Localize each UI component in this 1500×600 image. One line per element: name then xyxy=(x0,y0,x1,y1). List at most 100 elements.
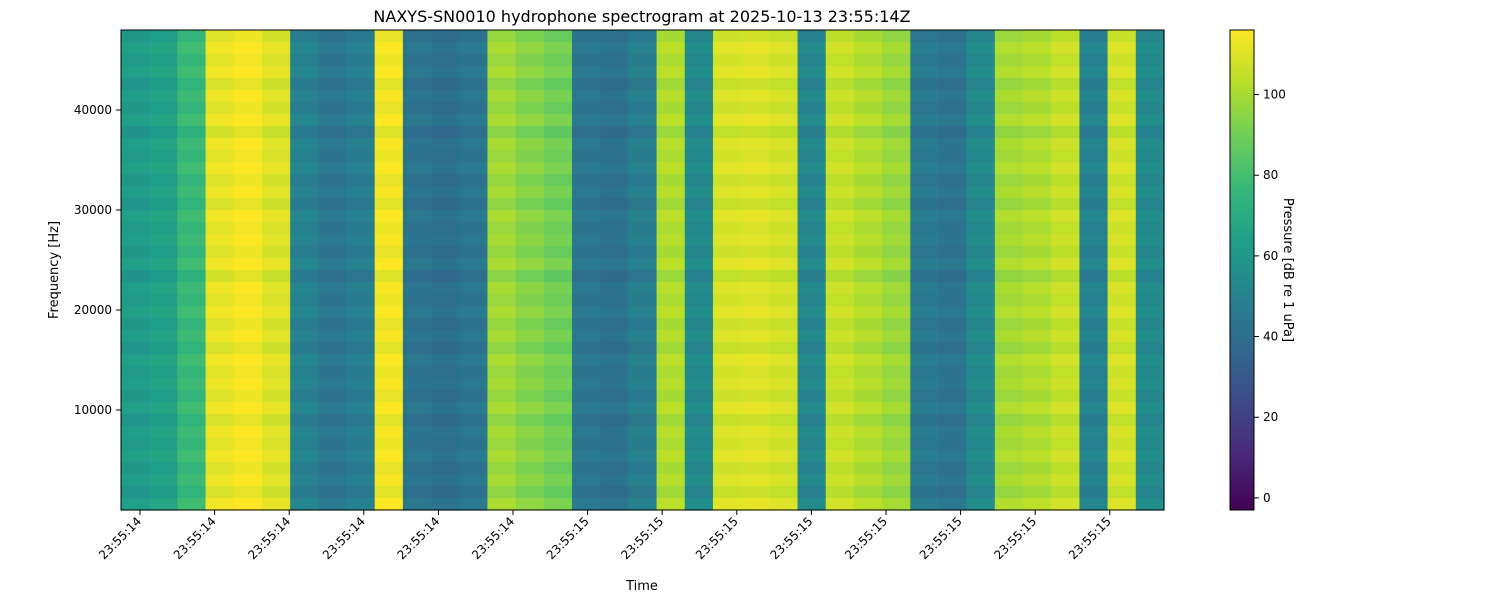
heatmap-cell xyxy=(628,486,658,499)
heatmap-cell xyxy=(487,258,517,271)
heatmap-cell xyxy=(882,150,911,163)
heatmap-cell xyxy=(994,270,1024,283)
heatmap-cell xyxy=(431,234,460,247)
heatmap-cell xyxy=(572,150,601,163)
heatmap-cell xyxy=(966,414,996,427)
heatmap-cell xyxy=(149,498,178,511)
heatmap-cell xyxy=(431,258,460,271)
heatmap-cell xyxy=(910,294,940,307)
heatmap-cell xyxy=(741,354,770,367)
heatmap-cell xyxy=(600,294,630,307)
heatmap-cell xyxy=(910,378,940,391)
heatmap-cell xyxy=(966,462,996,475)
heatmap-cell xyxy=(712,30,742,43)
heatmap-cell xyxy=(882,414,911,427)
heatmap-cell xyxy=(797,78,827,91)
heatmap-cell xyxy=(1023,54,1052,67)
heatmap-cell xyxy=(374,78,404,91)
heatmap-cell xyxy=(459,90,489,103)
heatmap-cell xyxy=(853,342,883,355)
heatmap-cell xyxy=(966,198,996,211)
heatmap-cell xyxy=(543,378,573,391)
heatmap-cell xyxy=(910,318,940,331)
heatmap-cell xyxy=(177,306,207,319)
heatmap-cell xyxy=(1079,246,1109,259)
heatmap-cell xyxy=(628,66,658,79)
heatmap-cell xyxy=(684,198,714,211)
heatmap-cell xyxy=(1079,414,1109,427)
heatmap-cell xyxy=(121,402,150,415)
heatmap-cell xyxy=(459,462,489,475)
heatmap-cell xyxy=(374,258,404,271)
heatmap-cell xyxy=(910,462,940,475)
heatmap-cell xyxy=(543,366,573,379)
x-tick-label: 23:55:15 xyxy=(693,514,741,562)
heatmap-cell xyxy=(177,390,207,403)
heatmap-cell xyxy=(712,354,742,367)
heatmap-cell xyxy=(205,342,235,355)
heatmap-cell xyxy=(149,126,178,139)
heatmap-cell xyxy=(121,426,150,439)
heatmap-cell xyxy=(853,210,883,223)
heatmap-cell xyxy=(374,426,404,439)
heatmap-cell xyxy=(712,342,742,355)
heatmap-cell xyxy=(1079,210,1109,223)
heatmap-cell xyxy=(402,438,432,451)
heatmap-cell xyxy=(515,186,545,199)
heatmap-cell xyxy=(1079,462,1109,475)
heatmap-cell xyxy=(205,114,235,127)
heatmap-cell xyxy=(374,378,404,391)
heatmap-cell xyxy=(769,318,799,331)
heatmap-cell xyxy=(853,462,883,475)
heatmap-cell xyxy=(205,330,235,343)
heatmap-cell xyxy=(1051,186,1081,199)
heatmap-cell xyxy=(600,90,630,103)
heatmap-cell xyxy=(402,330,432,343)
heatmap-cell xyxy=(741,174,770,187)
heatmap-cell xyxy=(149,114,178,127)
heatmap-cell xyxy=(712,306,742,319)
heatmap-cell xyxy=(628,342,658,355)
heatmap-cell xyxy=(797,390,827,403)
heatmap-cell xyxy=(853,54,883,67)
heatmap-cell xyxy=(600,234,630,247)
heatmap-cell xyxy=(572,114,601,127)
heatmap-cell xyxy=(1135,114,1165,127)
heatmap-cell xyxy=(290,30,319,43)
heatmap-cell xyxy=(1107,486,1137,499)
heatmap-cell xyxy=(712,270,742,283)
heatmap-cell xyxy=(797,90,827,103)
heatmap-cell xyxy=(910,390,940,403)
heatmap-cell xyxy=(825,330,855,343)
heatmap-cell xyxy=(1051,78,1081,91)
heatmap-cell xyxy=(177,42,207,55)
heatmap-cell xyxy=(233,90,263,103)
heatmap-cell xyxy=(910,174,940,187)
heatmap-cell xyxy=(1135,390,1165,403)
colorbar-tick-label: 60 xyxy=(1263,249,1278,263)
heatmap-cell xyxy=(261,318,291,331)
heatmap-cell xyxy=(656,138,686,151)
heatmap-cell xyxy=(797,282,827,295)
heatmap-cell xyxy=(346,366,376,379)
heatmap-cell xyxy=(515,42,545,55)
heatmap-cell xyxy=(628,426,658,439)
heatmap-cell xyxy=(910,342,940,355)
heatmap-cell xyxy=(628,42,658,55)
heatmap-cell xyxy=(600,30,630,43)
heatmap-cell xyxy=(966,102,996,115)
heatmap-cell xyxy=(797,174,827,187)
heatmap-cell xyxy=(177,30,207,43)
heatmap-cell xyxy=(684,54,714,67)
heatmap-cell xyxy=(628,30,658,43)
heatmap-cell xyxy=(712,282,742,295)
heatmap-cell xyxy=(1107,150,1137,163)
heatmap-cell xyxy=(346,186,376,199)
heatmap-cell xyxy=(656,402,686,415)
heatmap-cell xyxy=(290,402,319,415)
heatmap-cell xyxy=(712,114,742,127)
heatmap-cell xyxy=(177,378,207,391)
heatmap-cell xyxy=(431,246,460,259)
heatmap-cell xyxy=(741,378,770,391)
heatmap-cell xyxy=(628,210,658,223)
